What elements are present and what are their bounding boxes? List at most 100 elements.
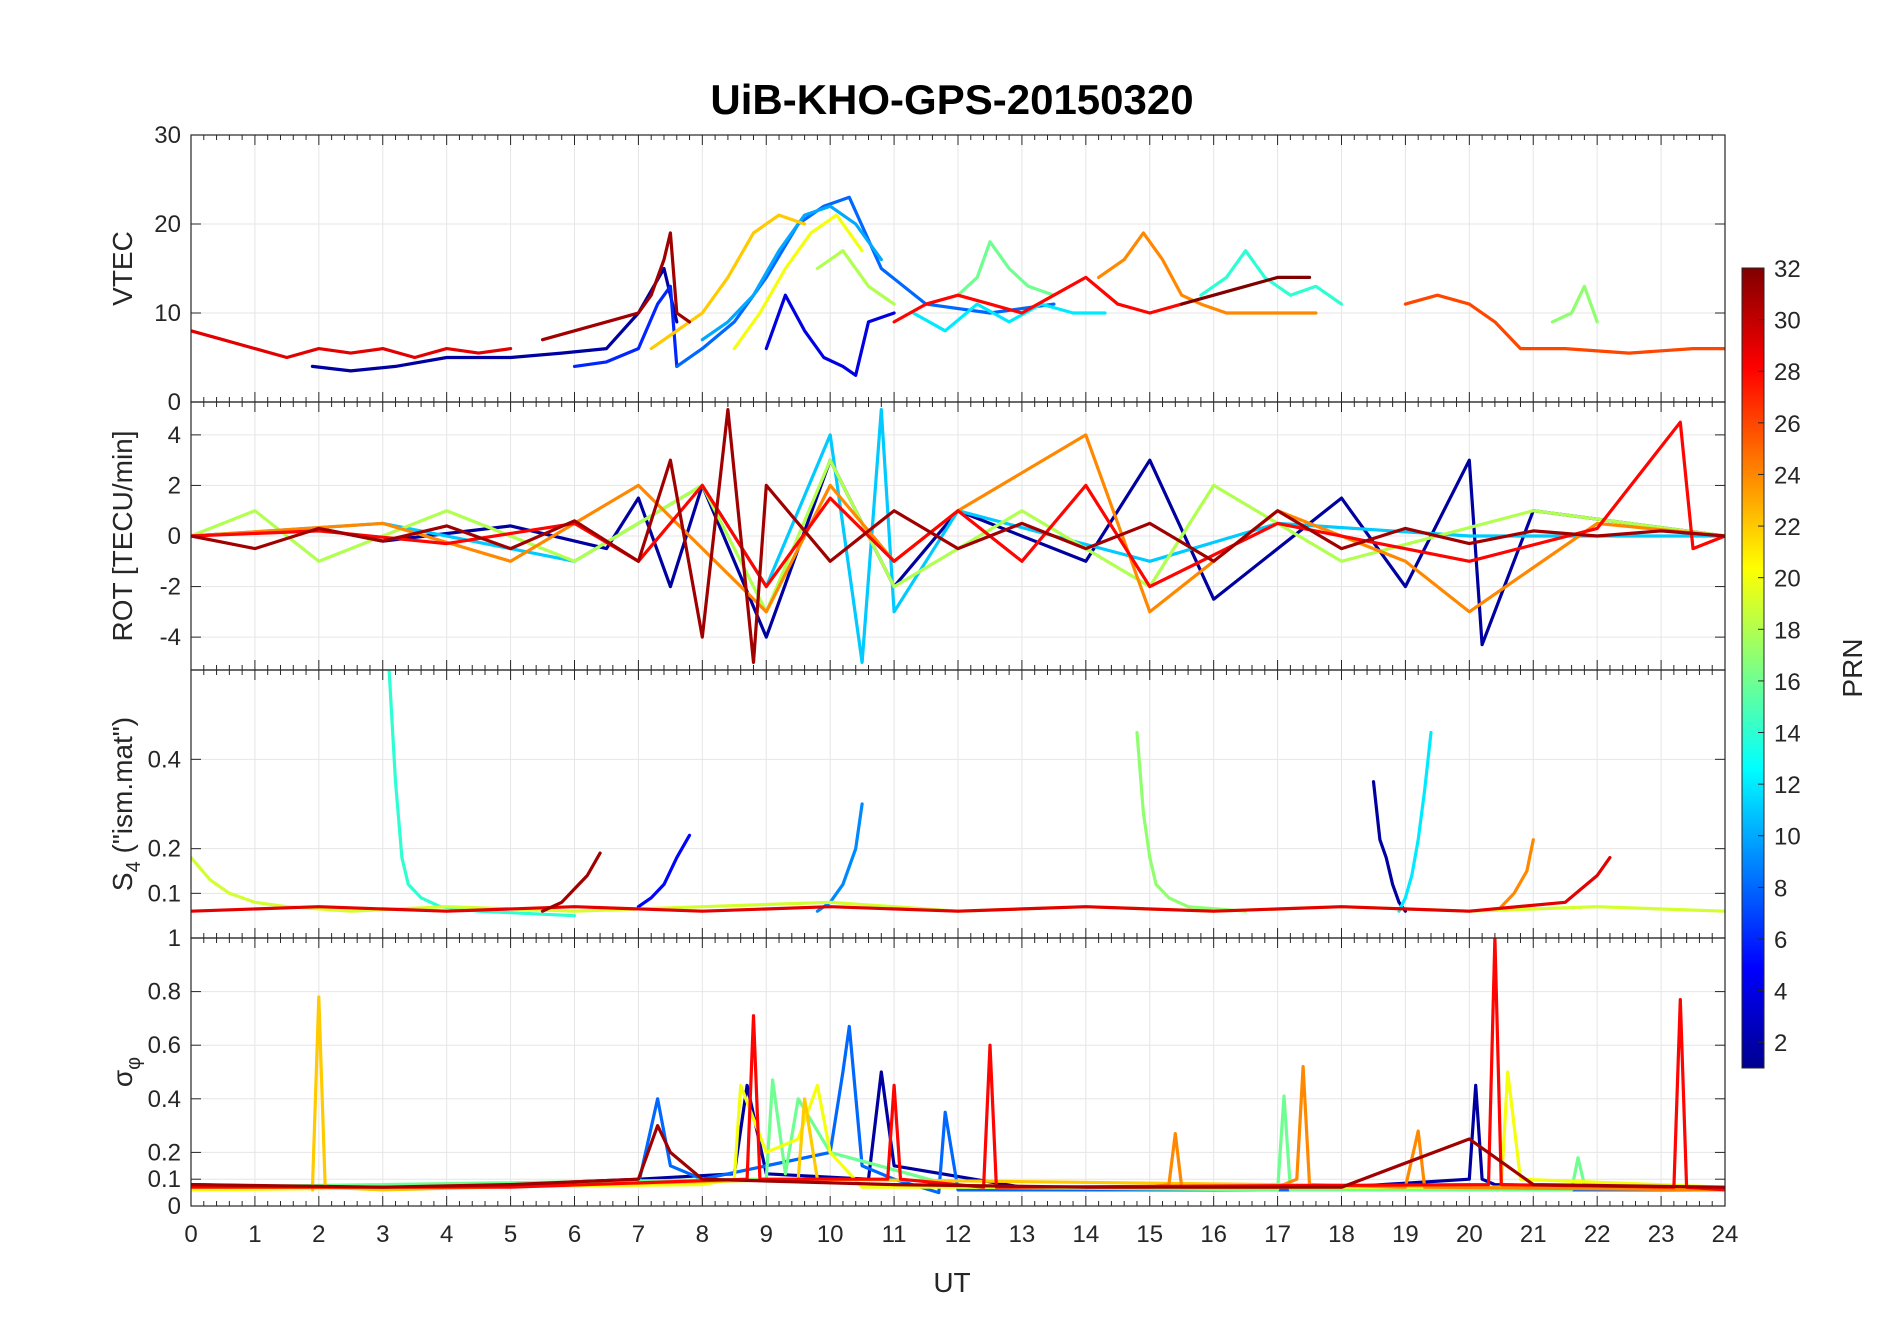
x-tick-label: 13	[1009, 1221, 1036, 1248]
y-tick-label: 0.1	[148, 880, 181, 907]
trace-prn-24	[1097, 231, 1318, 315]
trace-prn-14	[387, 670, 577, 918]
x-tick-label: 18	[1328, 1221, 1355, 1248]
chart-title: UiB-KHO-GPS-20150320	[710, 76, 1193, 123]
trace-prn-29	[191, 329, 513, 360]
colorbar-tick-label: 32	[1774, 256, 1801, 283]
colorbar-tick-label: 12	[1774, 772, 1801, 799]
trace-prn-24	[1084, 1065, 1725, 1192]
panel-s4-traces	[191, 670, 1725, 918]
y-label-sub: φ	[123, 1057, 145, 1070]
x-tick-label: 24	[1712, 1221, 1739, 1248]
y-tick-label: 0.4	[148, 746, 181, 773]
x-tick-label: 21	[1520, 1221, 1547, 1248]
y-tick-label: -4	[160, 624, 181, 651]
y-tick-label: 0.2	[148, 1139, 181, 1166]
x-tick-labels: 0 1 2 3 4 5 6 7 8 9 10 11 12 13 14 15 16 17 18 19 20 21 22 23 24	[184, 1221, 1738, 1248]
y-axis-label-sigma_phi: σφ	[107, 1057, 145, 1087]
x-tick-label: 6	[568, 1221, 581, 1248]
panel-vtec-traces	[191, 195, 1725, 377]
y-tick-label: 4	[168, 422, 181, 449]
trace-prn-20	[732, 213, 864, 351]
colorbar-tick-label: 26	[1774, 411, 1801, 438]
trace-prn-12	[1397, 730, 1433, 913]
panel-sigma_phi-traces	[191, 938, 1725, 1195]
y-tick-label: 10	[154, 300, 181, 327]
x-tick-label: 20	[1456, 1221, 1483, 1248]
trace-prn-24	[1499, 838, 1535, 909]
trace-prn-6	[572, 284, 679, 368]
y-label-main: σ	[107, 1070, 138, 1087]
panel-sigma_phi: 1 0.8 0.6 0.4 0.20.10 σφ	[107, 925, 1726, 1220]
y-label-rest: ("ism.mat")	[107, 717, 138, 861]
trace-prn-31	[540, 851, 602, 913]
trace-prn-28	[191, 420, 1725, 589]
trace-prn-17	[1550, 284, 1599, 324]
trace-prn-18	[815, 249, 896, 306]
x-tick-label: 9	[760, 1221, 773, 1248]
colorbar-tick-label: 28	[1774, 359, 1801, 386]
y-label-main: S	[107, 872, 138, 891]
y-tick-label: 0.8	[148, 979, 181, 1006]
colorbar-tick-label: 24	[1774, 462, 1801, 489]
y-axis-label-s4: S4 ("ism.mat")	[107, 717, 145, 891]
panel-vtec-ticks	[190, 134, 1726, 403]
y-tick-label: 0	[168, 389, 181, 416]
x-tick-label: 11	[882, 1221, 907, 1248]
panel-vtec: 30 20 10 0 VTEC	[107, 122, 1726, 416]
trace-prn-17	[1135, 730, 1248, 913]
colorbar-tick-label: 2	[1774, 1030, 1787, 1057]
y-tick-label: 0	[168, 1193, 181, 1220]
y-tick-label: 0	[168, 523, 181, 550]
colorbar-tick-label: 8	[1774, 875, 1787, 902]
y-tick-label: 0.1	[148, 1166, 181, 1193]
x-tick-label: 0	[184, 1221, 197, 1248]
trace-prn-12	[911, 302, 1107, 333]
x-tick-label: 10	[817, 1221, 844, 1248]
y-tick-label: 30	[154, 122, 181, 149]
x-tick-label: 15	[1136, 1221, 1163, 1248]
colorbar-tick-label: 10	[1774, 824, 1801, 851]
x-tick-label: 12	[945, 1221, 972, 1248]
x-tick-label: 14	[1072, 1221, 1099, 1248]
x-tick-label: 16	[1200, 1221, 1227, 1248]
colorbar-tick-label: 18	[1774, 617, 1801, 644]
colorbar-tick-label: 6	[1774, 927, 1787, 954]
trace-prn-14	[1199, 249, 1344, 306]
trace-prn-9	[815, 802, 864, 913]
trace-prn-22	[310, 995, 1725, 1192]
y-axis-label-vtec: VTEC	[107, 231, 138, 306]
trace-prn-8	[675, 195, 1056, 368]
x-axis-label: UT	[933, 1267, 970, 1298]
trace-prn-16	[956, 240, 1056, 297]
y-tick-label: 1	[168, 925, 181, 952]
y-axis-label-rot: ROT [TECU/min]	[107, 430, 138, 641]
trace-prn-10	[700, 204, 883, 342]
trace-prn-5	[636, 833, 692, 909]
x-tick-label: 7	[632, 1221, 645, 1248]
panel-rot-traces	[191, 408, 1725, 664]
trace-prn-28	[892, 275, 1184, 324]
y-tick-label: 0.4	[148, 1086, 181, 1113]
x-tick-label: 8	[696, 1221, 709, 1248]
x-tick-label: 19	[1392, 1221, 1419, 1248]
colorbar-tick-label: 30	[1774, 308, 1801, 335]
trace-prn-31	[191, 408, 1725, 664]
y-tick-label: -2	[160, 574, 181, 601]
colorbar-tick-label: 20	[1774, 566, 1801, 593]
x-tick-label: 23	[1648, 1221, 1675, 1248]
trace-prn-4	[764, 293, 896, 377]
trace-prn-31	[540, 231, 692, 342]
colorbar-tick-label: 14	[1774, 721, 1801, 748]
trace-prn-18	[191, 458, 1725, 614]
y-label-sub: 4	[123, 861, 145, 872]
x-tick-label: 1	[248, 1221, 261, 1248]
x-tick-label: 5	[504, 1221, 517, 1248]
y-tick-label: 20	[154, 211, 181, 238]
trace-prn-2	[1371, 780, 1407, 913]
trace-prn-8	[636, 1024, 1725, 1195]
x-tick-label: 4	[440, 1221, 453, 1248]
trace-prn-22	[649, 213, 807, 351]
